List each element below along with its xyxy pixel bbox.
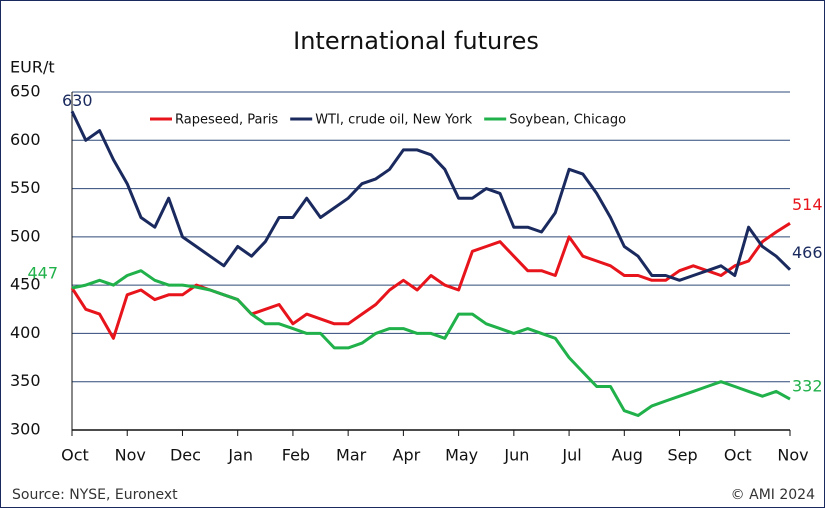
- x-tick-label: Aug: [612, 446, 643, 465]
- y-axis-label: EUR/t: [10, 58, 55, 77]
- x-tick-label: Dec: [170, 446, 201, 465]
- series-line: [71, 269, 791, 417]
- y-tick-label: 500: [10, 226, 41, 245]
- x-tick-label: Jan: [227, 446, 253, 465]
- y-tick-label: 550: [10, 178, 41, 197]
- x-tick-label: Feb: [282, 446, 310, 465]
- legend-label: WTI, crude oil, New York: [315, 113, 472, 128]
- y-tick-label: 650: [10, 82, 41, 101]
- x-tick-label: Jun: [503, 446, 529, 465]
- legend-label: Rapeseed, Paris: [175, 113, 278, 128]
- value-label: 332: [792, 377, 823, 396]
- x-tick-label: Nov: [115, 446, 146, 465]
- x-tick-label: Mar: [336, 446, 367, 465]
- y-tick-label: 450: [10, 275, 41, 294]
- x-tick-label: Oct: [61, 446, 89, 465]
- x-tick-label: Sep: [667, 446, 697, 465]
- chart-title: International futures: [293, 27, 539, 55]
- x-tick-label: May: [445, 446, 478, 465]
- value-label: 466: [792, 243, 823, 262]
- x-tick-label: Apr: [393, 446, 421, 465]
- x-tick-label: Nov: [777, 446, 808, 465]
- value-label: 447: [27, 264, 58, 283]
- y-tick-label: 350: [10, 371, 41, 390]
- legend-label: Soybean, Chicago: [509, 113, 626, 128]
- x-tick-label: Oct: [724, 446, 752, 465]
- value-label: 630: [62, 91, 93, 110]
- copyright: © AMI 2024: [731, 487, 815, 503]
- value-label: 514: [792, 195, 823, 214]
- series-line: [70, 110, 792, 282]
- x-tick-label: Jul: [561, 446, 581, 465]
- y-tick-label: 600: [10, 130, 41, 149]
- source: Source: NYSE, Euronext: [12, 487, 178, 503]
- y-tick-label: 300: [10, 420, 41, 439]
- y-tick-label: 400: [10, 323, 41, 342]
